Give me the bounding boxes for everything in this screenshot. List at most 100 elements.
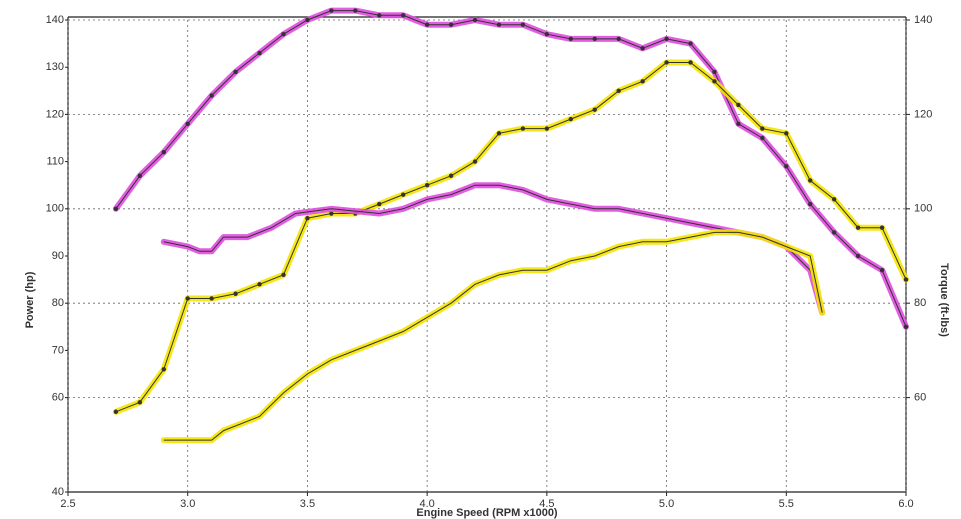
y-tick-label: 120 [46,108,64,120]
point [281,272,286,278]
line [163,184,823,313]
point [257,50,262,56]
point [520,22,526,27]
x-tick-label: 2.5 [60,498,75,510]
point [568,36,573,42]
point [113,206,119,211]
line [163,231,823,441]
y-tick-label: 140 [46,14,64,26]
point [808,178,813,183]
point [831,230,837,235]
point [161,367,166,372]
point [568,116,573,122]
point [401,13,406,18]
x-tick-label: 4.0 [419,498,434,510]
y-axis-title: Power (hp) [24,271,36,328]
point [185,121,190,127]
point [544,126,550,131]
line [115,10,907,327]
y2-tick-label: 100 [914,203,932,215]
point [233,291,238,296]
x-tick-label: 3.0 [180,498,195,510]
y-tick-label: 40 [52,486,64,498]
point [305,216,310,221]
x-axis-title: Engine Speed (RPM x1000) [416,507,558,519]
point [808,201,813,207]
point [879,267,885,273]
line-highlight [160,229,826,444]
point [784,164,789,169]
point [113,409,119,414]
point [496,131,502,136]
line [115,62,907,413]
point [448,173,454,178]
point [664,60,669,65]
point [424,22,430,27]
point [209,296,214,301]
x-tick-label: 6.0 [898,498,913,510]
point [257,282,262,287]
y2-axis-title: Torque (ft-lbs) [938,263,950,337]
x-tick-label: 3.5 [300,498,315,510]
point [472,17,478,23]
point [161,149,166,155]
y-tick-label: 80 [52,297,64,309]
y-tick-label: 90 [52,250,64,262]
point [616,36,621,42]
point [664,36,669,42]
point [855,253,861,259]
y2-tick-label: 120 [914,108,932,120]
point [592,36,597,42]
x-tick-label: 5.0 [659,498,674,510]
point [305,17,310,23]
y-tick-label: 60 [52,392,64,404]
point [377,13,382,18]
x-tick-label: 4.5 [539,498,554,510]
point [736,121,741,127]
point [472,159,478,164]
point [401,192,406,197]
point [879,225,885,230]
point [712,69,717,75]
point [903,324,909,329]
point [137,400,143,405]
point [640,46,645,51]
y2-tick-label: 140 [914,14,932,26]
y-tick-label: 100 [46,203,64,215]
point [640,79,645,84]
point [616,88,621,94]
point [855,225,861,230]
x-tick-label: 5.5 [779,498,794,510]
point [760,135,765,141]
point [831,197,837,202]
point [712,79,717,84]
point [520,126,526,131]
point [544,31,550,37]
point [688,41,693,46]
point [736,102,741,108]
point [688,60,693,65]
y2-tick-label: 60 [914,392,926,404]
point [903,277,909,282]
y2-tick-label: 80 [914,297,926,309]
point [592,107,597,112]
point [209,93,214,98]
point [137,173,143,178]
point [353,8,358,13]
y-tick-label: 130 [46,61,64,73]
point [185,296,190,301]
point [281,31,286,37]
point [448,22,454,27]
point [329,8,334,13]
line-highlight [160,182,826,316]
point [760,126,765,131]
point [784,131,789,136]
point [496,22,502,27]
point [233,69,238,75]
point [424,183,430,188]
point [377,201,382,207]
y-tick-label: 110 [46,156,64,168]
y-tick-label: 70 [52,344,64,356]
point [329,211,334,216]
